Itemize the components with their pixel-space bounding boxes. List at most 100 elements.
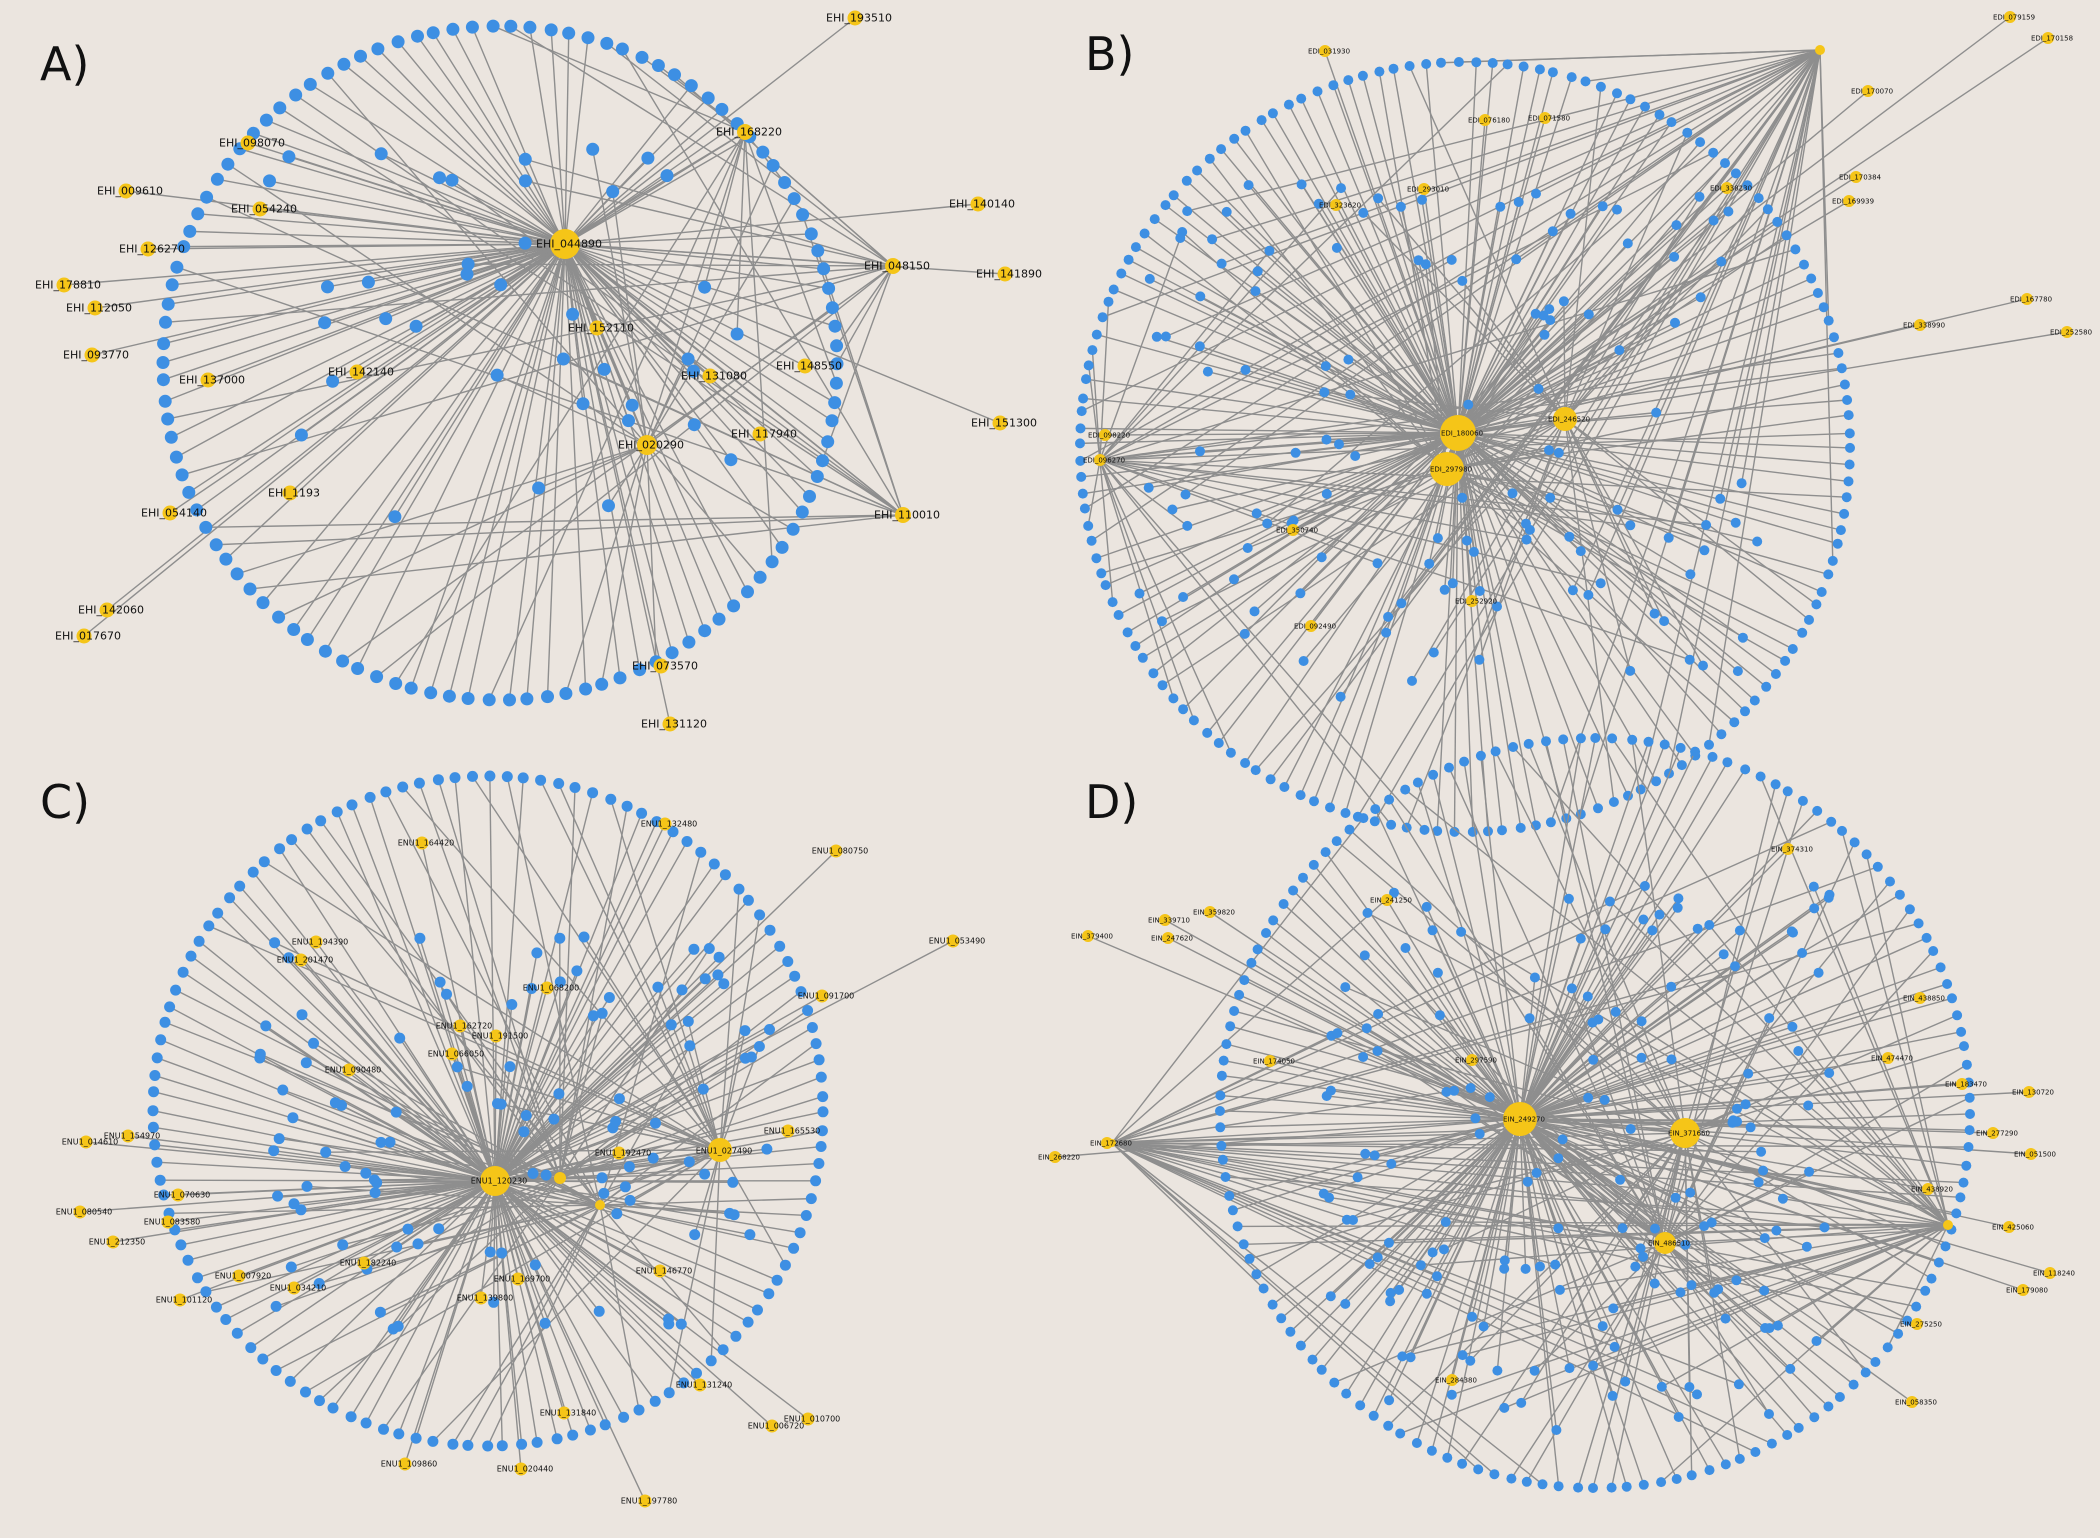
network-edge: [1220, 1118, 1521, 1128]
network-node: [1524, 1013, 1535, 1024]
network-node: [527, 1168, 539, 1179]
network-node: [263, 174, 276, 188]
node-label: EHI_110010: [874, 509, 940, 522]
node-label: ENU1_027490: [696, 1147, 753, 1156]
network-node: [1685, 569, 1696, 580]
network-node: [1620, 1376, 1631, 1387]
network-node: [1336, 183, 1346, 194]
network-edge: [480, 1180, 496, 1299]
network-node: [1612, 504, 1623, 515]
network-edge: [1519, 907, 1679, 1120]
network-node: [1167, 504, 1178, 515]
node-label: EHI_044890: [536, 238, 602, 251]
network-edge: [448, 243, 566, 697]
network-node: [668, 68, 681, 82]
network-edge: [1519, 751, 1696, 1120]
network-node: [1553, 1481, 1564, 1492]
network-edge: [236, 444, 648, 575]
network-node: [1541, 736, 1551, 747]
network-node: [1229, 1006, 1240, 1016]
network-node: [1583, 590, 1594, 600]
network-node: [744, 1229, 756, 1241]
network-edge: [525, 180, 894, 267]
network-node: [1444, 762, 1454, 773]
node-label: EIN_374310: [1771, 845, 1813, 853]
node-label: ENU1_194390: [292, 938, 349, 947]
network-edge: [216, 1180, 496, 1308]
network-node: [318, 644, 332, 658]
network-node: [503, 693, 516, 707]
labeled-node: [970, 196, 986, 212]
network-node: [765, 555, 779, 569]
network-node: [1593, 1014, 1604, 1025]
network-node: [1545, 492, 1556, 503]
network-node: [1335, 691, 1346, 702]
network-node: [1091, 553, 1102, 564]
node-label: ENU1_070630: [154, 1191, 211, 1200]
network-edge: [1592, 1224, 1949, 1367]
network-node: [149, 1070, 161, 1081]
network-edge: [1111, 1142, 1691, 1194]
labeled-node: [474, 1291, 488, 1305]
network-node: [1523, 738, 1534, 749]
labeled-node: [121, 1129, 135, 1143]
network-edge: [564, 136, 751, 245]
node-label: EHI_126270: [119, 243, 185, 256]
node-label: EIN_179080: [2006, 1286, 2048, 1294]
labeled-node: [765, 1419, 779, 1433]
network-node: [830, 339, 844, 353]
network-node: [613, 1093, 625, 1105]
network-edge: [1865, 854, 1949, 1226]
network-node: [1604, 896, 1615, 907]
network-node: [1358, 813, 1369, 824]
network-edge: [1121, 272, 1459, 434]
network-edge: [1519, 1118, 1680, 1418]
network-edge: [1457, 206, 1501, 434]
network-edge: [1564, 220, 1715, 420]
network-edge: [1111, 892, 1395, 1144]
network-node: [829, 376, 843, 390]
network-node: [1471, 57, 1482, 68]
network-node: [1545, 817, 1556, 828]
network-edge: [252, 871, 496, 1182]
network-edge: [1519, 1057, 1889, 1120]
network-edge: [1399, 1224, 1949, 1435]
network-node: [724, 453, 738, 467]
node-label: EHI_054140: [141, 507, 207, 520]
network-node: [351, 662, 365, 675]
network-node: [817, 262, 831, 276]
network-node: [397, 781, 409, 793]
network-edge: [559, 1057, 746, 1179]
network-node: [1813, 967, 1824, 978]
network-node: [811, 244, 825, 258]
network-node: [1597, 201, 1608, 212]
network-node: [414, 932, 426, 944]
labeled-node: [540, 981, 554, 995]
network-edge: [564, 243, 1006, 275]
network-node: [1730, 517, 1741, 528]
network-node: [1516, 1397, 1527, 1408]
network-edge: [1111, 1142, 1825, 1229]
network-edge: [1335, 204, 1459, 434]
network-edge: [356, 243, 566, 373]
network-node: [1597, 1321, 1608, 1332]
network-edge: [227, 163, 648, 446]
network-node: [1787, 1021, 1798, 1032]
network-node: [1686, 1470, 1697, 1481]
network-node: [1733, 1379, 1744, 1390]
network-edge: [1564, 418, 1656, 614]
network-edge: [262, 243, 566, 604]
network-edge: [564, 243, 695, 426]
network-edge: [163, 243, 566, 345]
network-edge: [1519, 1118, 1929, 1190]
network-node: [1075, 438, 1085, 449]
node-label: EHI_131080: [681, 370, 747, 383]
network-node: [569, 782, 581, 793]
network-node: [1734, 1453, 1745, 1464]
network-node: [243, 582, 257, 596]
network-node: [273, 1133, 285, 1145]
node-label: ENU1_091700: [798, 992, 855, 1001]
network-node: [1612, 88, 1622, 99]
network-edge: [607, 444, 648, 507]
network-edge: [1272, 1118, 1521, 1306]
